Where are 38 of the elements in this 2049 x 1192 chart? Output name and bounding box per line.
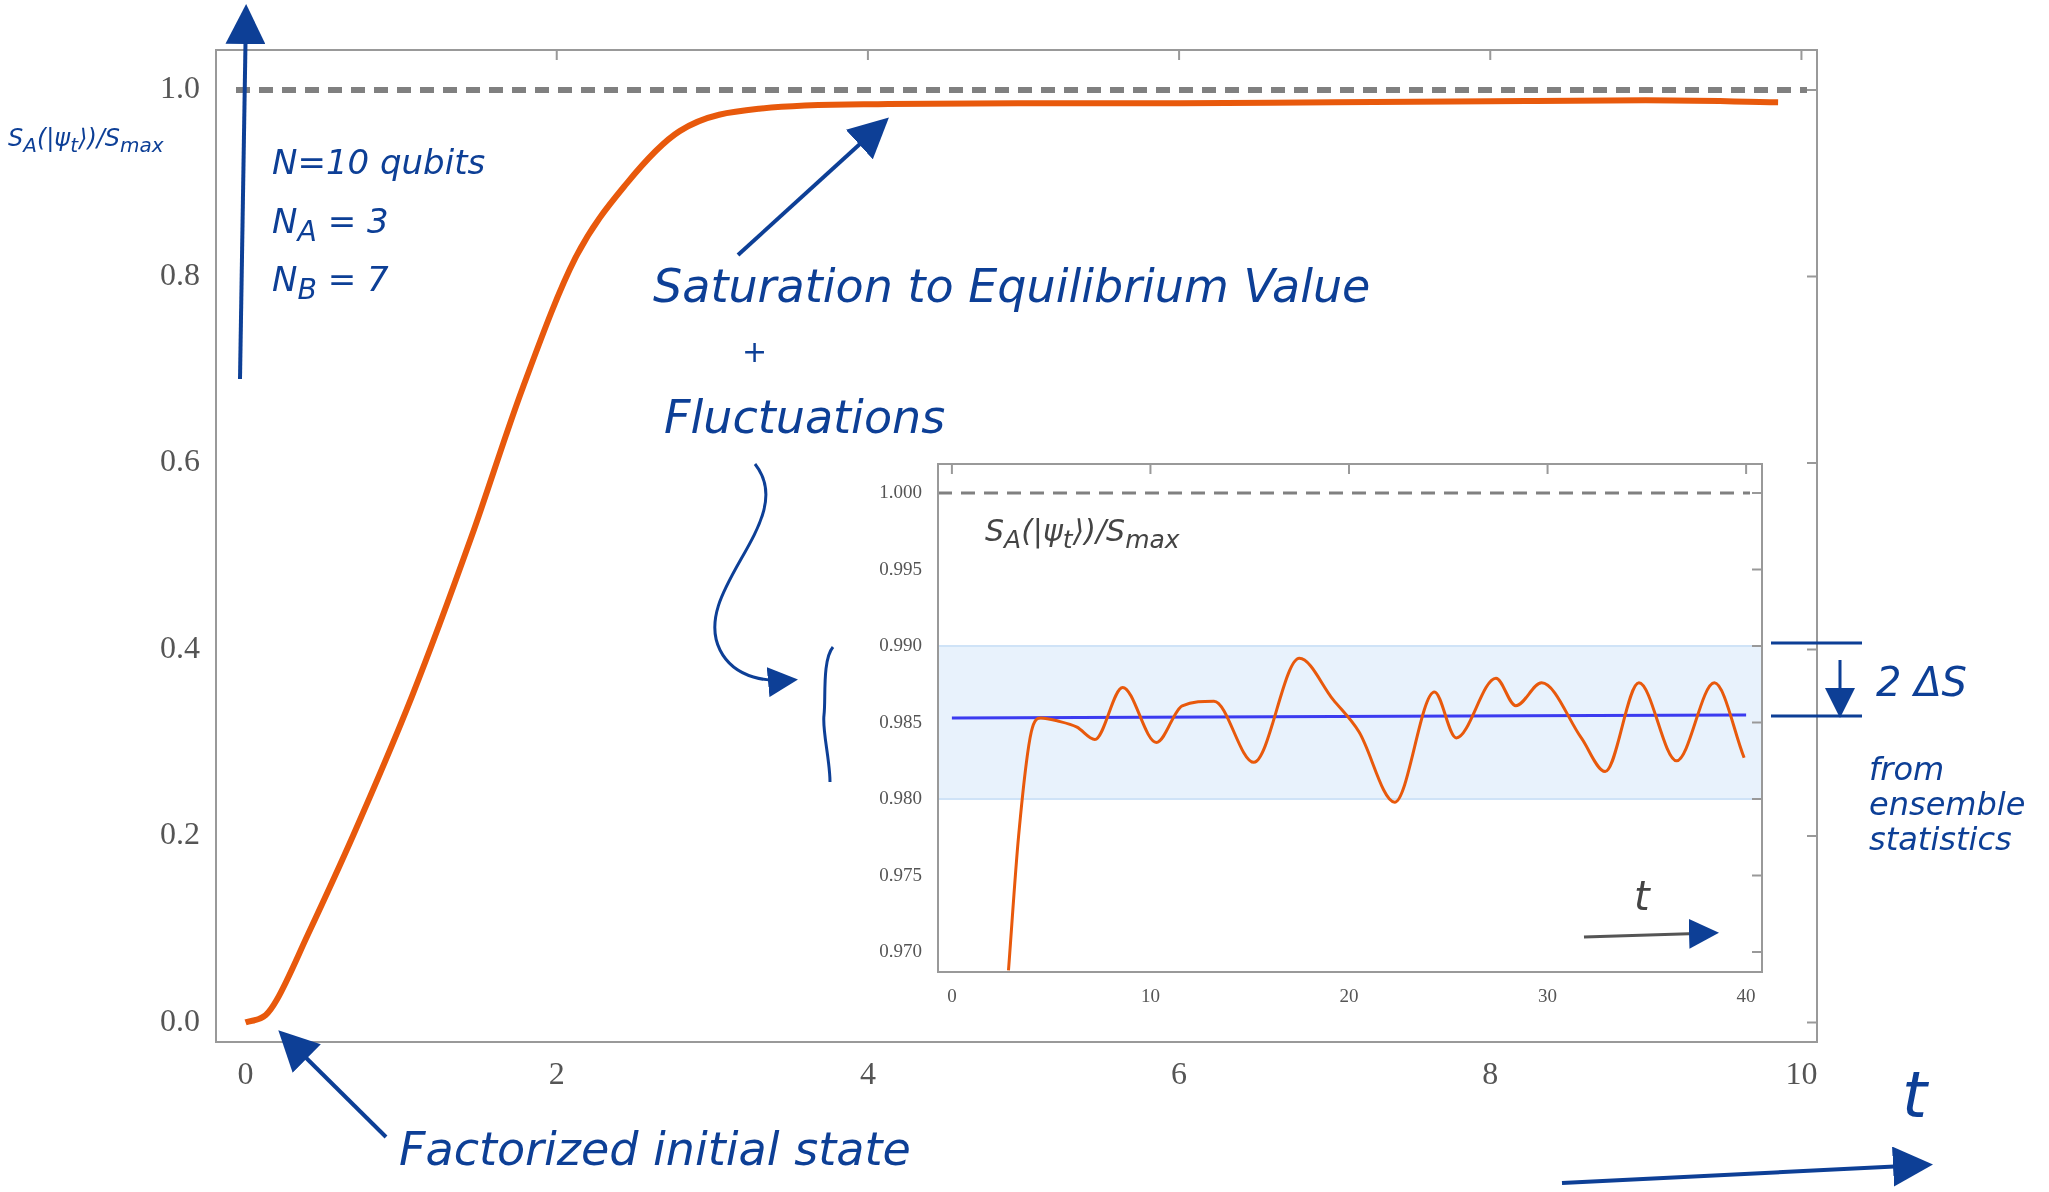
y-tick-label: 0.0 bbox=[160, 1001, 200, 1038]
y-tick-label: 0.995 bbox=[879, 557, 922, 579]
x-tick-label: 30 bbox=[1538, 985, 1558, 1007]
y-tick-label: 1.000 bbox=[879, 481, 922, 503]
y-axis-title: S$_{A}$(|ψ$_{t}$⟩)/S$_{max}$ bbox=[985, 513, 1180, 554]
x-tick-label: 20 bbox=[1339, 985, 1359, 1007]
annotation: + bbox=[742, 334, 768, 369]
y-tick-label: 0.970 bbox=[879, 940, 922, 962]
y-tick-label: 0.2 bbox=[160, 815, 200, 852]
line-series bbox=[1006, 656, 1746, 972]
annotation: N$_{B}$ = 7 bbox=[272, 259, 389, 306]
x-tick-label: 10 bbox=[1140, 985, 1160, 1007]
x-tick-label: 6 bbox=[1171, 1054, 1188, 1091]
x-axis-title: t bbox=[1902, 1058, 1928, 1132]
y-axis-title: S$_{A}$(|ψ$_{t}$⟩)/S$_{max}$ bbox=[8, 124, 164, 157]
text: Factorized initial state bbox=[399, 1122, 911, 1176]
annotation: Fluctuations bbox=[664, 390, 946, 444]
y-tick-label: 0.8 bbox=[160, 255, 200, 292]
annotation: N$_{A}$ = 3 bbox=[272, 201, 389, 248]
text: from ensemble statistics bbox=[1869, 750, 2027, 859]
x-tick-label: 40 bbox=[1736, 985, 1756, 1007]
y-tick-label: 0.985 bbox=[879, 710, 922, 732]
x-tick-label: 0 bbox=[947, 985, 957, 1007]
x-axis-title: t bbox=[1634, 873, 1650, 919]
annotation: N=10 qubits bbox=[272, 142, 486, 182]
x-tick-label: 0 bbox=[237, 1054, 254, 1091]
x-tick-label: 10 bbox=[1785, 1054, 1818, 1091]
x-tick-label: 4 bbox=[859, 1054, 876, 1091]
x-tick-label: 8 bbox=[1482, 1054, 1499, 1091]
x-tick-label: 2 bbox=[548, 1054, 565, 1091]
y-tick-label: 1.0 bbox=[160, 69, 200, 106]
y-tick-label: 0.975 bbox=[879, 863, 922, 885]
text: 2 ΔS bbox=[1876, 659, 1967, 705]
y-tick-label: 0.6 bbox=[160, 442, 200, 479]
y-tick-label: 0.980 bbox=[879, 787, 922, 809]
annotation: Saturation to Equilibrium Value bbox=[653, 259, 1371, 313]
y-tick-label: 0.990 bbox=[879, 634, 922, 656]
y-tick-label: 0.4 bbox=[160, 628, 200, 665]
